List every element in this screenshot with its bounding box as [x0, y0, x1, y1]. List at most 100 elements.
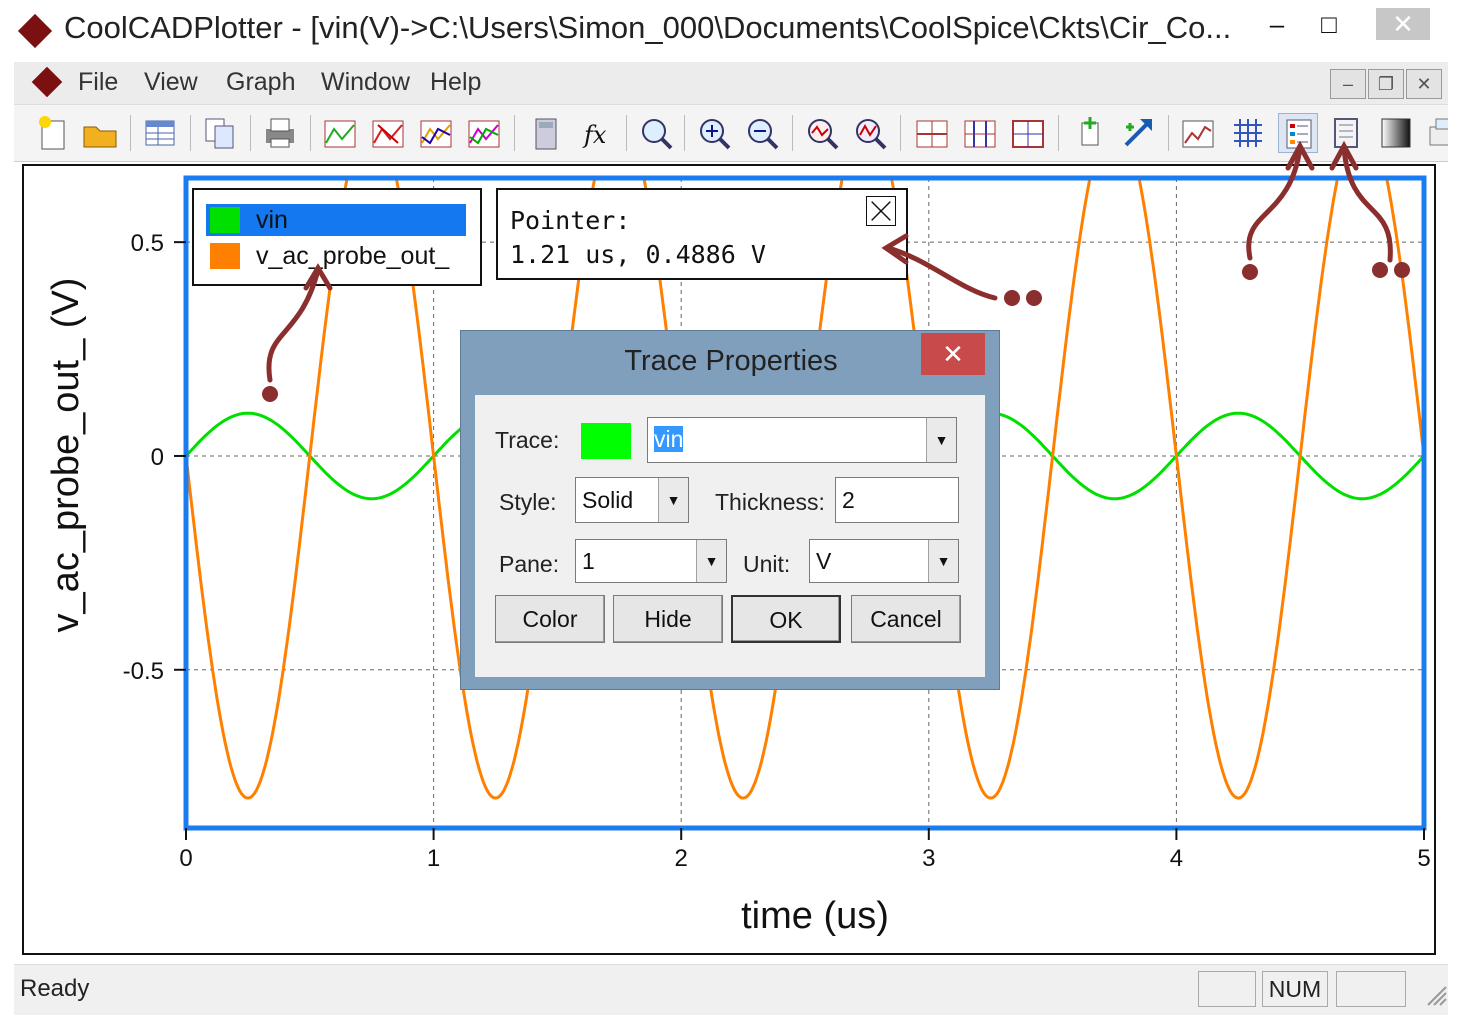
dialog-body: Trace: vin ▼ Style: Solid ▼ Thickness: 2…: [475, 395, 985, 677]
dialog-title: Trace Properties: [624, 345, 838, 377]
zoom-y-icon[interactable]: [850, 113, 890, 153]
zoom-out-icon[interactable]: [742, 113, 782, 153]
mdi-close-button[interactable]: ✕: [1406, 69, 1442, 99]
pointer-close-icon[interactable]: [866, 196, 896, 226]
status-panel-num: NUM: [1262, 971, 1328, 1007]
unit-select[interactable]: V ▼: [809, 539, 959, 583]
toolbar-separator: [130, 115, 131, 151]
trace-add-icon[interactable]: [320, 113, 360, 153]
style-label: Style:: [499, 489, 557, 515]
minimize-button[interactable]: –: [1269, 9, 1285, 39]
background-icon[interactable]: [1376, 113, 1416, 153]
document-icon[interactable]: [30, 65, 64, 99]
unit-select-value: V: [816, 548, 832, 574]
cursor-h-icon[interactable]: [960, 113, 1000, 153]
close-window-button[interactable]: ✕: [1376, 8, 1430, 40]
export-icon[interactable]: [1422, 113, 1448, 153]
toolbar-separator: [684, 115, 685, 151]
calculator-icon[interactable]: [526, 113, 566, 153]
print-icon[interactable]: [260, 113, 300, 153]
color-button[interactable]: Color: [495, 595, 605, 643]
svg-text:fx: fx: [582, 121, 607, 149]
menu-help[interactable]: Help: [430, 68, 482, 96]
resize-grip-icon[interactable]: [1424, 983, 1448, 1007]
new-icon[interactable]: [34, 113, 74, 153]
pane-select[interactable]: 1 ▼: [575, 539, 727, 583]
hide-button[interactable]: Hide: [613, 595, 723, 643]
trace-remove-icon[interactable]: [368, 113, 408, 153]
toolbar-separator: [514, 115, 515, 151]
menu-file[interactable]: File: [78, 68, 119, 96]
unit-label: Unit:: [743, 551, 791, 577]
trace-select[interactable]: vin ▼: [647, 417, 957, 463]
title-bar: CoolCADPlotter - [vin(V)->C:\Users\Simon…: [0, 0, 1462, 62]
status-text: Ready: [20, 975, 90, 1002]
style-select-value: Solid: [582, 487, 634, 513]
table-icon[interactable]: [140, 113, 180, 153]
menu-view[interactable]: View: [144, 68, 198, 96]
legend-item-v-ac-probe-out[interactable]: v_ac_probe_out_: [206, 240, 466, 272]
copy-icon[interactable]: [200, 113, 240, 153]
trace-color-icon[interactable]: [416, 113, 456, 153]
chevron-down-icon[interactable]: ▼: [696, 540, 726, 582]
toolbar-separator: [1168, 115, 1169, 151]
pointer-value: 1.21 us, 0.4886 V: [510, 240, 766, 269]
open-icon[interactable]: [80, 113, 120, 153]
toolbar-separator: [1058, 115, 1059, 151]
ok-button[interactable]: OK: [731, 595, 841, 643]
legend-swatch: [210, 243, 240, 269]
pane-select-value: 1: [582, 548, 595, 574]
chevron-down-icon[interactable]: ▼: [658, 478, 688, 522]
cursor-box-icon[interactable]: [1008, 113, 1048, 153]
toolbar-separator: [792, 115, 793, 151]
trace-properties-dialog: Trace Properties ✕ Trace: vin ▼ Style: S…: [460, 330, 1000, 690]
mdi-minimize-button[interactable]: –: [1330, 69, 1366, 99]
dialog-close-button[interactable]: ✕: [921, 333, 985, 375]
trace-color-swatch[interactable]: [581, 423, 631, 459]
pointer-readout: Pointer: 1.21 us, 0.4886 V: [496, 188, 908, 280]
chevron-down-icon[interactable]: ▼: [928, 540, 958, 582]
zoom-fit-icon[interactable]: [636, 113, 676, 153]
maximize-button[interactable]: □: [1321, 9, 1337, 39]
status-panel-caps: [1198, 971, 1256, 1007]
toolbar-separator: [310, 115, 311, 151]
toolbar-separator: [250, 115, 251, 151]
thickness-input[interactable]: 2: [835, 477, 959, 523]
cancel-button[interactable]: Cancel: [851, 595, 961, 643]
pointer-box-icon[interactable]: [1326, 113, 1366, 153]
toolbar-separator: [190, 115, 191, 151]
chevron-down-icon[interactable]: ▼: [926, 418, 956, 462]
zoom-in-icon[interactable]: [694, 113, 734, 153]
legend-item-vin[interactable]: vin: [206, 204, 466, 236]
style-select[interactable]: Solid ▼: [575, 477, 689, 523]
pane-label: Pane:: [499, 551, 560, 577]
legend-swatch: [210, 207, 240, 233]
trace-multi-icon[interactable]: [464, 113, 504, 153]
mdi-restore-button[interactable]: ❐: [1368, 69, 1404, 99]
thickness-label: Thickness:: [715, 489, 825, 515]
trace-select-value: vin: [654, 426, 684, 452]
status-panel-scroll: [1336, 971, 1406, 1007]
toolbar-separator: [626, 115, 627, 151]
toolbar: fx: [14, 104, 1448, 162]
grid-icon[interactable]: [1228, 113, 1268, 153]
add-point-icon[interactable]: [1070, 113, 1110, 153]
toolbar-separator: [900, 115, 901, 151]
function-icon[interactable]: fx: [576, 113, 616, 153]
zoom-x-icon[interactable]: [802, 113, 842, 153]
arrow-icon[interactable]: [1118, 113, 1158, 153]
legend-label: v_ac_probe_out_: [256, 242, 450, 270]
status-bar: Ready NUM: [14, 964, 1448, 1015]
menu-graph[interactable]: Graph: [226, 68, 296, 96]
legend-label: vin: [256, 206, 288, 234]
menu-window[interactable]: Window: [321, 68, 410, 96]
app-logo-icon: [17, 13, 53, 49]
legend[interactable]: vin v_ac_probe_out_: [192, 188, 482, 286]
trace-label: Trace:: [495, 427, 560, 453]
window-title: CoolCADPlotter - [vin(V)->C:\Users\Simon…: [64, 10, 1232, 45]
cursor-v-icon[interactable]: [912, 113, 952, 153]
pointer-heading: Pointer:: [510, 206, 631, 235]
menu-bar: File View Graph Window Help – ❐ ✕: [14, 62, 1448, 104]
legend-icon[interactable]: [1278, 113, 1318, 153]
chart-icon[interactable]: [1178, 113, 1218, 153]
